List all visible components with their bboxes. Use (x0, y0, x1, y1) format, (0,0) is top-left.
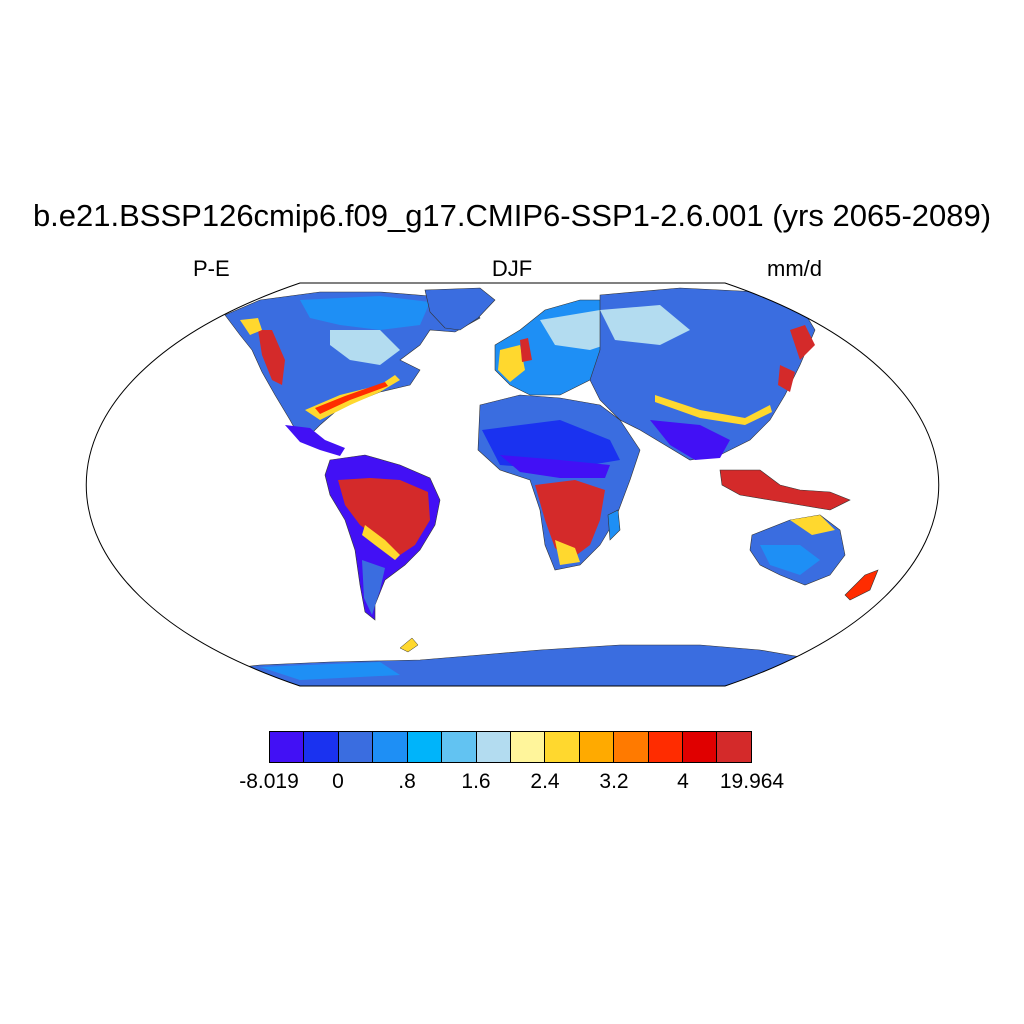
map-title: b.e21.BSSP126cmip6.f09_g17.CMIP6-SSP1-2.… (32, 198, 992, 233)
colorbar-box-0 (270, 732, 305, 762)
colorbar-label: 4 (677, 770, 689, 793)
colorbar-label: 2.4 (530, 770, 560, 793)
colorbar-label: 1.6 (461, 770, 491, 793)
colorbar-box-9 (579, 732, 615, 762)
colorbar-labels: -8.019 0 .8 1.6 2.4 3.2 4 19.964 (0, 770, 1024, 800)
colorbar-box-6 (476, 732, 511, 762)
colorbar-label: 0 (332, 770, 344, 793)
colorbar-box-1 (304, 732, 339, 762)
variable-label: P-E (193, 256, 230, 281)
colorbar-box-11 (648, 732, 684, 762)
colorbar-box-4 (407, 732, 443, 762)
map-fill (199, 287, 901, 686)
colorbar-box-2 (338, 732, 374, 762)
units-label: mm/d (767, 256, 822, 281)
colorbar-label: 3.2 (599, 770, 629, 793)
colorbar-box-13 (717, 732, 751, 762)
colorbar-box-12 (683, 732, 718, 762)
colorbar-label: -8.019 (239, 770, 299, 793)
map-border (86, 282, 939, 687)
colorbar-label: .8 (398, 770, 416, 793)
antarctica (199, 644, 901, 686)
colorbar-box-5 (442, 732, 477, 762)
colorbar-box-7 (510, 732, 546, 762)
colorbar-box-3 (373, 732, 408, 762)
season-label: DJF (491, 256, 533, 281)
greenland (424, 287, 496, 331)
colorbar-box-10 (614, 732, 649, 762)
colorbar-label: 19.964 (719, 770, 785, 793)
colorbar (269, 731, 752, 763)
colorbar-box-8 (545, 732, 580, 762)
maritime-continent (719, 469, 851, 511)
